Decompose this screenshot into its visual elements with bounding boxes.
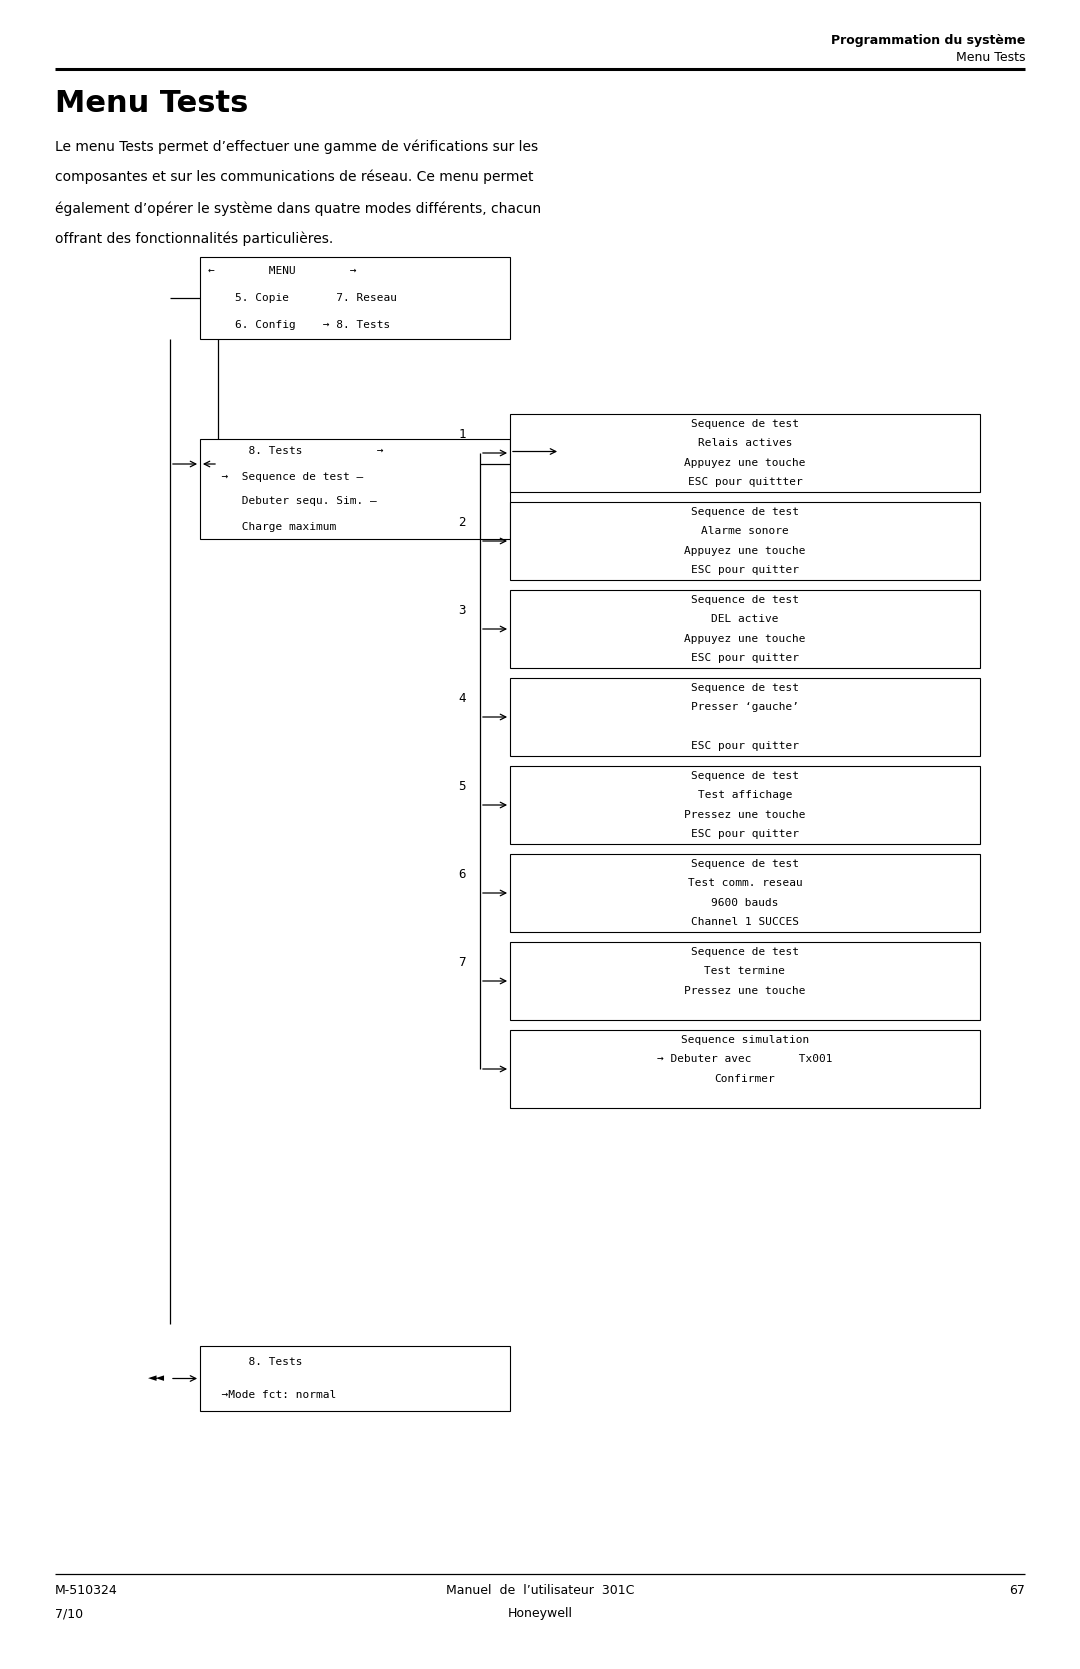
Text: Sequence de test: Sequence de test [691, 860, 799, 870]
Text: →Mode fct: normal: →Mode fct: normal [208, 1390, 336, 1400]
Text: M-510324: M-510324 [55, 1584, 118, 1597]
Bar [510, 414, 980, 492]
Bar [510, 855, 980, 931]
Text: Manuel  de  l’utilisateur  301C: Manuel de l’utilisateur 301C [446, 1584, 634, 1597]
Text: 9600 bauds: 9600 bauds [712, 898, 779, 908]
Text: ESC pour quittter: ESC pour quittter [688, 477, 802, 487]
Text: ESC pour quitter: ESC pour quitter [691, 653, 799, 663]
Text: Sequence de test: Sequence de test [691, 507, 799, 517]
Text: 7/10: 7/10 [55, 1607, 83, 1621]
Text: Pressez une touche: Pressez une touche [685, 986, 806, 996]
Text: Le menu Tests permet d’effectuer une gamme de vérifications sur les: Le menu Tests permet d’effectuer une gam… [55, 139, 538, 154]
Text: 6. Config    → 8. Tests: 6. Config → 8. Tests [208, 320, 390, 330]
Text: DEL active: DEL active [712, 614, 779, 624]
Text: Test termine: Test termine [704, 966, 785, 976]
Text: 1: 1 [458, 427, 465, 441]
Text: Presser ‘gauche’: Presser ‘gauche’ [691, 703, 799, 713]
Bar [510, 941, 980, 1020]
Text: Appuyez une touche: Appuyez une touche [685, 634, 806, 644]
Text: Programmation du système: Programmation du système [831, 33, 1025, 47]
Text: composantes et sur les communications de réseau. Ce menu permet: composantes et sur les communications de… [55, 170, 534, 185]
Text: Alarme sonore: Alarme sonore [701, 526, 788, 536]
Text: ESC pour quitter: ESC pour quitter [691, 741, 799, 751]
Text: Appuyez une touche: Appuyez une touche [685, 546, 806, 556]
Bar [510, 678, 980, 756]
Text: →  Sequence de test —: → Sequence de test — [208, 472, 363, 481]
Text: 2: 2 [458, 516, 465, 529]
Text: 67: 67 [1009, 1584, 1025, 1597]
Text: Relais actives: Relais actives [698, 439, 793, 449]
Text: Sequence simulation: Sequence simulation [680, 1035, 809, 1045]
Text: 5. Copie       7. Reseau: 5. Copie 7. Reseau [208, 294, 397, 304]
Text: 8. Tests: 8. Tests [208, 1357, 302, 1367]
Text: Test comm. reseau: Test comm. reseau [688, 878, 802, 888]
Text: Honeywell: Honeywell [508, 1607, 572, 1621]
Text: Sequence de test: Sequence de test [691, 683, 799, 693]
Text: Sequence de test: Sequence de test [691, 771, 799, 781]
Text: ◄◄: ◄◄ [148, 1374, 165, 1384]
Text: 6: 6 [458, 868, 465, 881]
Text: 3: 3 [458, 604, 465, 618]
Text: également d’opérer le système dans quatre modes différents, chacun: également d’opérer le système dans quatr… [55, 200, 541, 215]
Text: Sequence de test: Sequence de test [691, 419, 799, 429]
Text: Channel 1 SUCCES: Channel 1 SUCCES [691, 918, 799, 928]
Text: Sequence de test: Sequence de test [691, 594, 799, 604]
Bar [510, 1030, 980, 1108]
Text: → Debuter avec       Tx001: → Debuter avec Tx001 [658, 1055, 833, 1065]
Text: Sequence de test: Sequence de test [691, 946, 799, 956]
Text: Pressez une touche: Pressez une touche [685, 809, 806, 819]
Text: 5: 5 [458, 779, 465, 793]
Text: ESC pour quitter: ESC pour quitter [691, 829, 799, 840]
Bar [510, 502, 980, 581]
Bar [510, 591, 980, 668]
Text: Confirmer: Confirmer [715, 1073, 775, 1083]
Text: Charge maximum: Charge maximum [208, 521, 336, 531]
Text: Menu Tests: Menu Tests [55, 88, 248, 118]
Text: ←        MENU        →: ← MENU → [208, 265, 356, 275]
Bar [510, 766, 980, 845]
Text: 4: 4 [458, 693, 465, 704]
Text: 7: 7 [458, 956, 465, 970]
Bar [200, 439, 510, 539]
Bar [200, 1345, 510, 1410]
Text: offrant des fonctionnalités particulières.: offrant des fonctionnalités particulière… [55, 232, 334, 247]
Text: Debuter sequ. Sim. —: Debuter sequ. Sim. — [208, 496, 377, 506]
Text: Test affichage: Test affichage [698, 789, 793, 799]
Text: 8. Tests           →: 8. Tests → [208, 447, 383, 457]
Text: Appuyez une touche: Appuyez une touche [685, 457, 806, 467]
Text: Menu Tests: Menu Tests [956, 52, 1025, 63]
Bar [200, 257, 510, 339]
Text: ESC pour quitter: ESC pour quitter [691, 566, 799, 576]
